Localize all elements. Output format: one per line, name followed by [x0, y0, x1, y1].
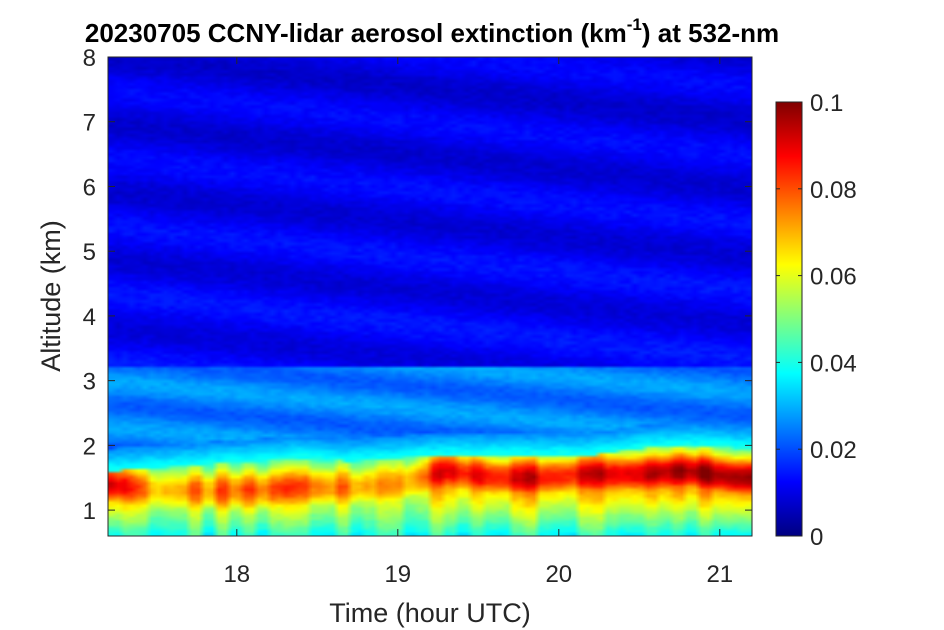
y-tick-label: 1 [83, 498, 96, 525]
chart-title-main: 20230705 CCNY-lidar aerosol extinction (… [85, 18, 627, 48]
colorbar-tick-label: 0.06 [810, 264, 857, 291]
colorbar-tick-label: 0 [810, 524, 823, 551]
y-tick-label: 4 [83, 304, 96, 331]
colorbar-ticks: 0 0.02 0.04 0.06 0.08 0.1 [776, 90, 857, 551]
y-tick-label: 3 [83, 369, 96, 396]
x-tick-label: 18 [223, 561, 250, 588]
y-tick-label: 8 [83, 45, 96, 72]
x-tick-label: 20 [545, 561, 572, 588]
y-tick-label: 2 [83, 433, 96, 460]
y-axis-label: Altitude (km) [36, 220, 66, 372]
colorbar-tick-label: 0.08 [810, 177, 857, 204]
plot-frame [107, 56, 753, 537]
x-axis-ticks: 18 19 20 21 [223, 57, 733, 588]
x-tick-label: 19 [384, 561, 411, 588]
colorbar-tick-label: 0.02 [810, 437, 857, 464]
y-axis-ticks: 1 2 3 4 5 6 7 8 [83, 45, 752, 525]
plot-area [107, 56, 753, 537]
colorbar-frame [775, 101, 803, 537]
colorbar-tick-label: 0.04 [810, 350, 857, 377]
y-tick-label: 5 [83, 239, 96, 266]
x-axis-label: Time (hour UTC) [329, 598, 531, 628]
colorbar-tick-label: 0.1 [810, 90, 843, 117]
chart-title: 20230705 CCNY-lidar aerosol extinction (… [85, 15, 779, 48]
colorbar-gradient [776, 102, 802, 536]
chart-title-superscript: -1 [627, 15, 642, 34]
y-tick-label: 7 [83, 110, 96, 137]
chart-title-tail: ) at 532-nm [642, 18, 779, 48]
extinction-heatmap [108, 57, 752, 536]
y-tick-label: 6 [83, 174, 96, 201]
x-tick-label: 21 [706, 561, 733, 588]
colorbar: 0 0.02 0.04 0.06 0.08 0.1 [775, 90, 857, 551]
